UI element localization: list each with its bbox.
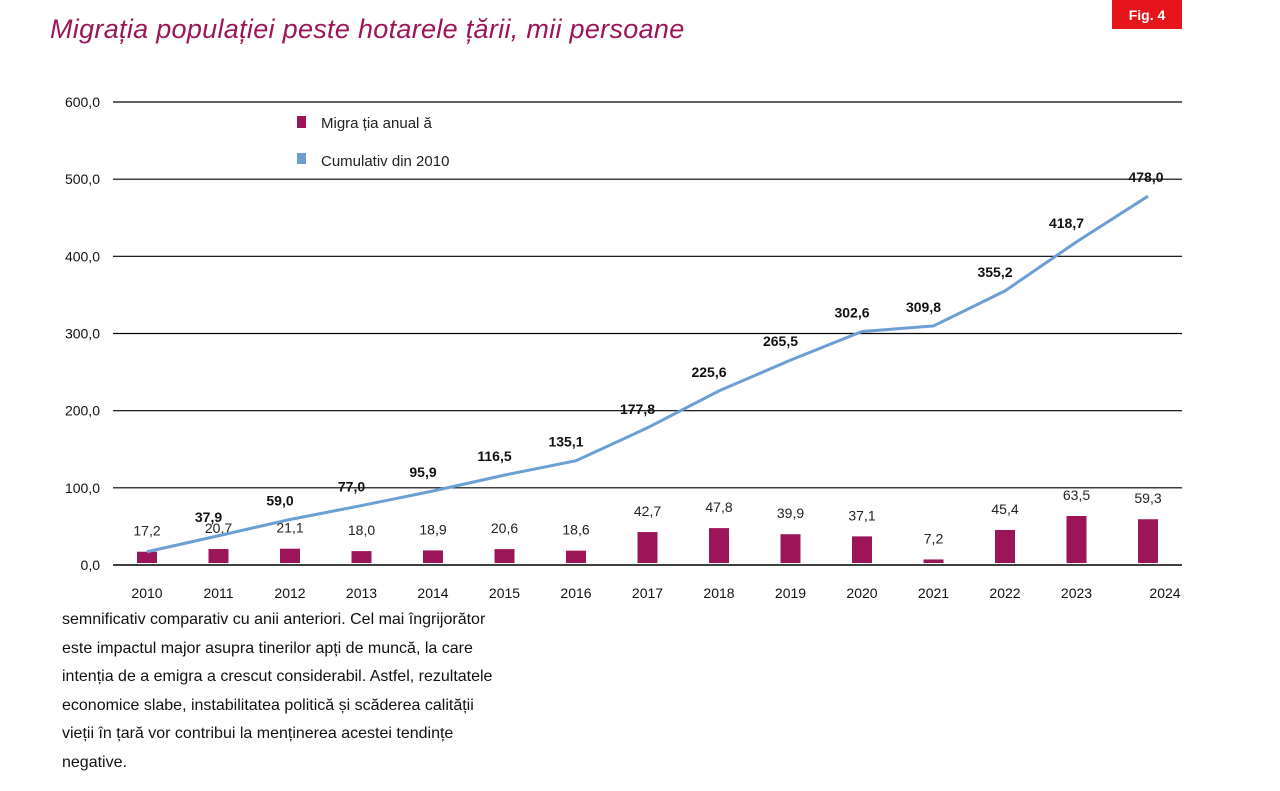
y-tick-label: 100,0 [65, 480, 100, 496]
y-tick-label: 300,0 [65, 326, 100, 342]
y-tick-label: 0,0 [81, 557, 101, 573]
bar-value-label: 37,1 [848, 507, 875, 523]
y-tick-label: 400,0 [65, 248, 100, 264]
x-tick-label: 2013 [346, 585, 377, 601]
cumulative-value-label: 77,0 [338, 479, 365, 495]
y-tick-label: 200,0 [65, 403, 100, 419]
bar-value-label: 18,0 [348, 522, 375, 538]
bar-value-label: 21,1 [276, 520, 303, 536]
bar-2019 [780, 534, 801, 563]
chart: 0,0 100,0 200,0 300,0 400,0 500,0 600,0 17,2 20,… [65, 94, 1182, 601]
x-tick-label: 2021 [918, 585, 949, 601]
bar-2023 [1066, 515, 1087, 563]
bar-2010 [137, 551, 157, 563]
y-tick-label: 600,0 [65, 94, 100, 110]
cumulative-value-label: 265,5 [763, 333, 798, 349]
bar-2021 [923, 559, 944, 563]
cumulative-value-label: 225,6 [691, 364, 726, 380]
legend-label-cumulative: Cumulativ din 2010 [321, 153, 449, 170]
cumulative-value-label: 418,7 [1049, 215, 1084, 231]
x-tick-label: 2020 [846, 585, 877, 601]
bar-2012 [280, 548, 300, 563]
bar-2013 [351, 551, 372, 563]
bar-2017 [637, 532, 658, 563]
paragraph-line: economice slabe, instabilitatea politică… [62, 696, 474, 714]
x-tick-label: 2011 [203, 585, 233, 601]
x-tick-label: 2017 [632, 585, 663, 601]
cumulative-value-label: 302,6 [834, 304, 869, 320]
cumulative-value-label: 478,0 [1128, 169, 1163, 185]
bar-2016 [566, 550, 586, 563]
x-tick-label: 2024 [1149, 585, 1180, 601]
bar-2018 [709, 528, 729, 563]
cumulative-value-label: 177,8 [620, 401, 655, 417]
bar-value-label: 59,3 [1134, 490, 1161, 506]
legend-swatch-cumulative [297, 153, 306, 164]
cumulative-line [146, 194, 1149, 554]
cumulative-value-label: 135,1 [548, 434, 583, 450]
cumulative-value-label: 355,2 [977, 264, 1012, 280]
x-tick-label: 2012 [274, 585, 305, 601]
bar-value-label: 45,4 [991, 501, 1018, 517]
bar-2011 [208, 549, 229, 563]
x-tick-label: 2023 [1061, 585, 1092, 601]
chart-title: Migrația populației peste hotarele țării… [50, 14, 685, 44]
cumulative-value-label: 37,9 [195, 509, 222, 525]
bar-2014 [423, 550, 443, 563]
cumulative-value-label: 309,8 [906, 299, 941, 315]
x-tick-label: 2016 [560, 585, 591, 601]
x-tick-label: 2014 [417, 585, 448, 601]
paragraph-line: este impactul major asupra tinerilor apț… [62, 639, 473, 657]
bar-value-label: 20,7 [205, 520, 232, 536]
bar-value-label: 47,8 [705, 499, 732, 515]
x-tick-label: 2015 [489, 585, 520, 601]
x-tick-label: 2022 [989, 585, 1020, 601]
legend-swatch-annual [297, 116, 306, 128]
cumulative-value-label: 59,0 [266, 492, 293, 508]
bar-value-label: 63,5 [1063, 487, 1090, 503]
bar-value-label: 39,9 [777, 505, 804, 521]
figure-badge: Fig. 4 [1112, 0, 1182, 29]
body-paragraph: semnificativ comparativ cu anii anterior… [62, 606, 622, 777]
cumulative-value-label: 95,9 [409, 464, 436, 480]
bar-2024 [1138, 519, 1158, 563]
bar-2022 [995, 529, 1015, 563]
y-tick-label: 500,0 [65, 171, 100, 187]
bar-2015 [494, 549, 515, 563]
bar-value-label: 18,9 [419, 521, 446, 537]
x-tick-label: 2010 [131, 585, 162, 601]
paragraph-line: negative. [62, 753, 127, 771]
paragraph-line: semnificativ comparativ cu anii anterior… [62, 611, 486, 628]
paragraph-line: vieții în țară vor contribui la menținer… [62, 725, 454, 742]
x-tick-label: 2019 [775, 585, 806, 601]
bar-value-label: 18,6 [562, 522, 589, 538]
x-tick-label: 2018 [703, 585, 734, 601]
bar-2020 [852, 536, 872, 563]
bar-value-label: 20,6 [491, 520, 518, 536]
bar-value-label: 17,2 [133, 523, 160, 539]
bar-value-label: 42,7 [634, 503, 661, 519]
bar-value-label: 7,2 [924, 530, 944, 546]
legend-label-annual: Migra ția anual ă [321, 115, 433, 132]
paragraph-line: intenția de a emigra a crescut considera… [62, 668, 493, 685]
cumulative-value-label: 116,5 [477, 448, 511, 464]
